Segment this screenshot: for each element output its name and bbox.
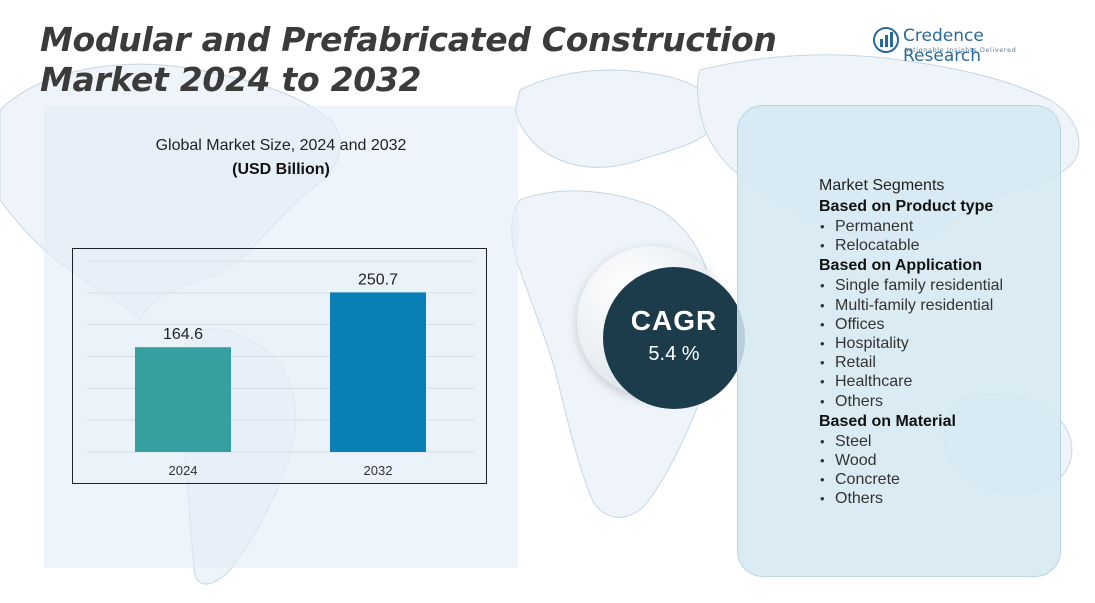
segment-item: Permanent	[819, 217, 1059, 236]
segment-group-title: Based on Material	[819, 412, 956, 430]
segment-item: Healthcare	[819, 372, 1059, 391]
cagr-value: 5.4 %	[648, 343, 700, 365]
segments-heading: Market Segments	[819, 177, 945, 194]
logo-tagline: Actionable Insights Delivered	[904, 46, 1017, 54]
page-title: Modular and Prefabricated Construction M…	[40, 20, 777, 99]
data-label-2024: 164.6	[163, 326, 203, 343]
segment-item: Concrete	[819, 470, 1059, 489]
segment-group-title: Based on Application	[819, 257, 982, 275]
segment-item: Steel	[819, 432, 1059, 451]
bar-chart-frame: 164.6 2024 250.7 2032	[72, 248, 487, 484]
x-tick-2024: 2024	[169, 463, 198, 478]
cagr-badge: CAGR 5.4 %	[603, 267, 745, 409]
segment-item: Offices	[819, 315, 1059, 334]
bar-chart-logo-icon	[873, 27, 899, 53]
segment-item: Hospitality	[819, 334, 1059, 353]
segment-item: Wood	[819, 451, 1059, 470]
segment-list: Permanent Relocatable	[819, 217, 1059, 256]
segment-item: Retail	[819, 353, 1059, 372]
bar-2024	[135, 347, 231, 452]
bar-chart: 164.6 2024 250.7 2032	[87, 260, 474, 478]
chart-panel	[44, 106, 518, 568]
segment-item: Others	[819, 489, 1059, 508]
segment-list: Steel Wood Concrete Others	[819, 432, 1059, 509]
segment-list: Single family residential Multi-family r…	[819, 276, 1059, 411]
cagr-label: CAGR	[630, 305, 718, 336]
chart-unit: (USD Billion)	[232, 161, 330, 178]
company-logo: Credence Research Actionable Insights De…	[873, 26, 1063, 66]
market-segments: Market Segments Based on Product type Pe…	[819, 176, 1059, 509]
data-label-2032: 250.7	[358, 271, 398, 288]
segment-group-title: Based on Product type	[819, 198, 994, 215]
segment-item: Multi-family residential	[819, 296, 1059, 315]
logo-name: Credence Research	[903, 26, 984, 66]
x-tick-2032: 2032	[364, 463, 393, 478]
segment-item: Others	[819, 392, 1059, 411]
segment-item: Single family residential	[819, 276, 1059, 295]
bar-2032	[330, 292, 426, 452]
chart-subtitle: Global Market Size, 2024 and 2032	[155, 137, 407, 154]
segment-item: Relocatable	[819, 236, 1059, 255]
